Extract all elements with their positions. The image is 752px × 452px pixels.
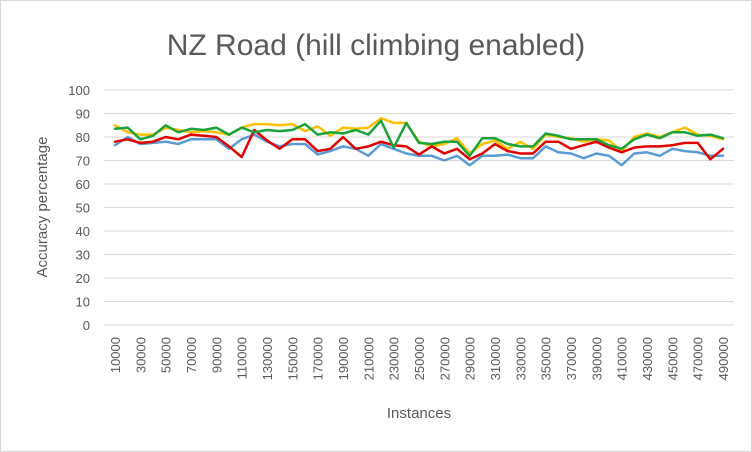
y-tick-label: 90 bbox=[76, 107, 90, 122]
x-tick-label: 350000 bbox=[539, 337, 554, 380]
x-axis-title: Instances bbox=[387, 405, 451, 422]
y-tick-label: 10 bbox=[76, 295, 90, 310]
x-tick-label: 270000 bbox=[437, 337, 452, 380]
y-tick-label: 20 bbox=[76, 271, 90, 286]
y-tick-label: 60 bbox=[76, 177, 90, 192]
x-tick-label: 490000 bbox=[716, 337, 731, 380]
x-tick-label: 10000 bbox=[108, 337, 123, 373]
x-tick-label: 230000 bbox=[387, 337, 402, 380]
x-tick-label: 190000 bbox=[336, 337, 351, 380]
x-tick-label: 430000 bbox=[640, 337, 655, 380]
x-tick-label: 370000 bbox=[564, 337, 579, 380]
x-tick-label: 330000 bbox=[513, 337, 528, 380]
x-tick-label: 50000 bbox=[159, 337, 174, 373]
x-tick-label: 110000 bbox=[235, 337, 250, 379]
x-tick-label: 250000 bbox=[412, 337, 427, 380]
x-tick-label: 310000 bbox=[488, 337, 503, 380]
x-tick-label: 210000 bbox=[361, 337, 376, 380]
y-axis-title: Accuracy percentage bbox=[34, 137, 51, 278]
x-axis-ticks: 10000 30000 50000 70000 90000 110000 130000 150… bbox=[108, 337, 731, 380]
x-tick-label: 150000 bbox=[285, 337, 300, 380]
y-tick-label: 50 bbox=[76, 201, 90, 216]
series-lines bbox=[113, 116, 725, 167]
y-tick-label: 80 bbox=[76, 130, 90, 145]
y-tick-label: 100 bbox=[68, 83, 90, 98]
gridlines bbox=[104, 89, 734, 326]
x-tick-label: 90000 bbox=[209, 337, 224, 373]
y-axis-ticks: 0 10 20 30 40 50 60 70 80 90 100 bbox=[68, 83, 90, 333]
y-tick-label: 40 bbox=[76, 224, 90, 239]
chart-title: NZ Road (hill climbing enabled) bbox=[167, 29, 586, 62]
y-tick-label: 30 bbox=[76, 248, 90, 263]
x-tick-label: 170000 bbox=[311, 337, 326, 380]
x-tick-label: 470000 bbox=[691, 337, 706, 380]
y-tick-label: 0 bbox=[83, 318, 90, 333]
series-line-4 bbox=[113, 119, 725, 158]
series-line-3 bbox=[113, 128, 725, 161]
x-tick-label: 30000 bbox=[133, 337, 148, 373]
x-tick-label: 410000 bbox=[615, 337, 630, 380]
x-tick-label: 450000 bbox=[665, 337, 680, 380]
x-tick-label: 290000 bbox=[463, 337, 478, 380]
x-tick-label: 130000 bbox=[260, 337, 275, 380]
x-tick-label: 70000 bbox=[184, 337, 199, 373]
y-tick-label: 70 bbox=[76, 154, 90, 169]
x-tick-label: 390000 bbox=[589, 337, 604, 380]
